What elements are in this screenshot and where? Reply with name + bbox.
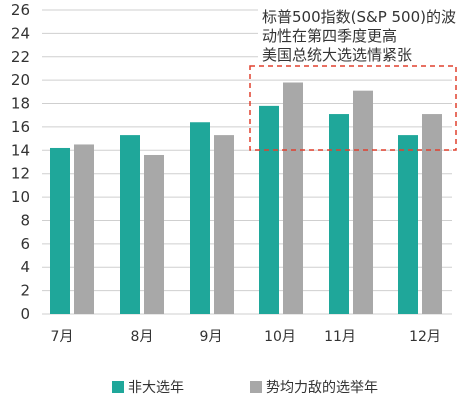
annotation-line-2: 动性在第四季度更高 bbox=[262, 27, 397, 45]
y-tick-label: 14 bbox=[11, 141, 30, 159]
annotation-background bbox=[258, 8, 458, 64]
legend-label-close-election-year: 势均力敌的选举年 bbox=[266, 380, 378, 396]
x-category-label: 7月 bbox=[51, 329, 74, 345]
highlight-box bbox=[249, 65, 457, 151]
bar-close-election-year bbox=[283, 82, 303, 314]
bar-non-election-year bbox=[398, 135, 418, 314]
legend-label-non-election-year: 非大选年 bbox=[128, 380, 184, 396]
y-tick-label: 6 bbox=[20, 235, 30, 253]
bar-non-election-year bbox=[259, 105, 279, 314]
bar-non-election-year bbox=[329, 114, 349, 314]
y-tick-label: 18 bbox=[11, 95, 30, 113]
y-tick-label: 24 bbox=[11, 24, 30, 42]
y-tick-label: 22 bbox=[11, 48, 30, 66]
y-tick-label: 10 bbox=[11, 188, 30, 206]
x-category-label: 9月 bbox=[200, 329, 223, 345]
bar-close-election-year bbox=[74, 144, 94, 314]
y-tick-label: 8 bbox=[20, 211, 30, 229]
y-tick-label: 16 bbox=[11, 118, 30, 136]
annotation-line-3: 美国总统大选选情紧张 bbox=[262, 46, 412, 64]
bar-close-election-year bbox=[144, 154, 164, 314]
bar-close-election-year bbox=[353, 90, 373, 314]
y-tick-label: 12 bbox=[11, 165, 30, 183]
y-tick-label: 2 bbox=[20, 282, 30, 300]
annotation: 标普500指数(S&P 500)的波 动性在第四季度更高 美国总统大选选情紧张 bbox=[249, 8, 458, 151]
bar-non-election-year bbox=[190, 122, 210, 314]
x-category-label: 12月 bbox=[409, 329, 441, 345]
legend-swatch-close-election-year bbox=[250, 381, 262, 393]
y-tick-label: 26 bbox=[11, 1, 30, 19]
bars bbox=[50, 82, 442, 314]
bar-non-election-year bbox=[50, 147, 70, 314]
x-category-label: 10月 bbox=[264, 329, 296, 345]
bar-non-election-year bbox=[120, 135, 140, 314]
y-tick-label: 0 bbox=[20, 305, 30, 323]
legend-swatch-non-election-year bbox=[112, 381, 124, 393]
x-category-label: 8月 bbox=[131, 329, 154, 345]
x-category-label: 11月 bbox=[324, 329, 356, 345]
annotation-line-1: 标普500指数(S&P 500)的波 bbox=[262, 8, 456, 26]
bar-close-election-year bbox=[214, 135, 234, 314]
y-tick-label: 20 bbox=[11, 71, 30, 89]
bar-close-election-year bbox=[422, 114, 442, 314]
legend: 非大选年 势均力敌的选举年 bbox=[112, 380, 378, 396]
x-axis-labels: 7月 8月 9月 10月 11月 12月 bbox=[51, 329, 441, 345]
y-tick-label: 4 bbox=[20, 258, 30, 276]
